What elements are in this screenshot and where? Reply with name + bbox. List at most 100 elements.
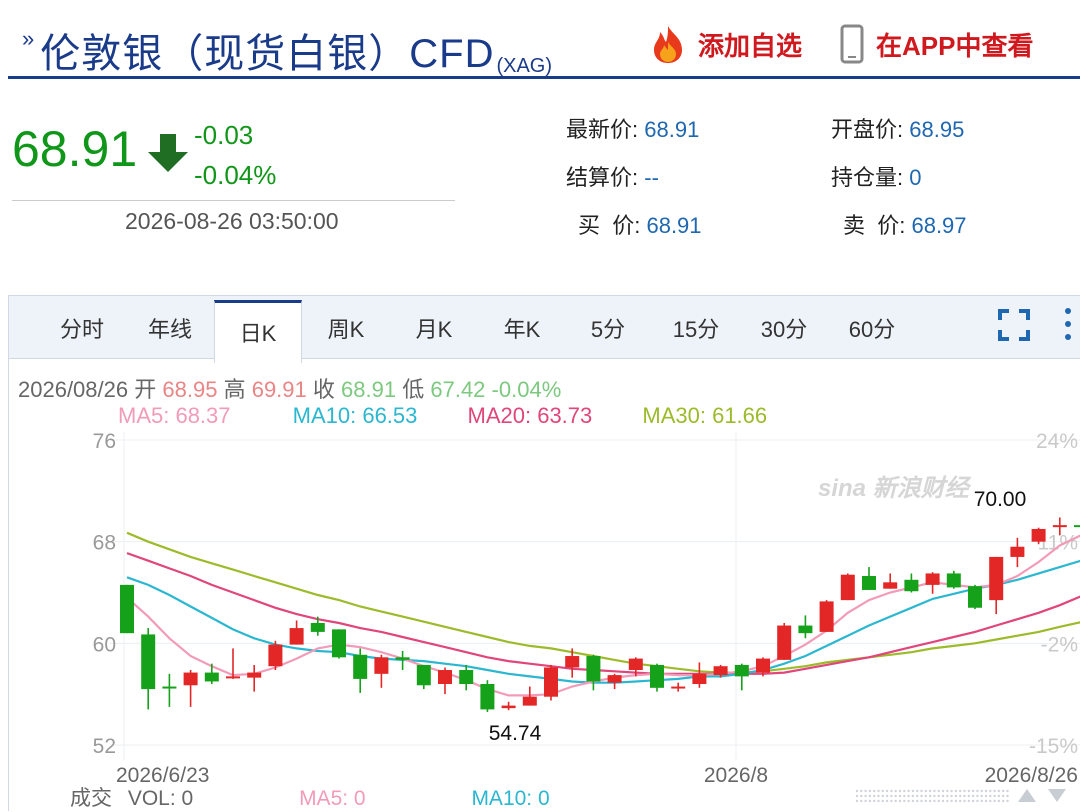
candle	[650, 663, 664, 692]
candle	[1031, 527, 1046, 545]
candle	[925, 572, 940, 594]
period-tabs: 分时 年线 日K 周K 月K 年K 5分 15分 30分 60分	[9, 296, 1080, 363]
x-tick-label: 2026/8/26	[985, 764, 1078, 787]
ohlc-close: 68.91	[341, 377, 397, 402]
y-tick-label: 76	[93, 430, 116, 453]
sina-watermark: sina 新浪财经	[818, 475, 972, 502]
candle	[353, 648, 368, 693]
volume-ma5: MA5: 0	[299, 787, 366, 810]
scroll-down-icon[interactable]	[1046, 786, 1068, 804]
quote-field-open-interest: 持仓量: 0	[831, 165, 922, 190]
double-chevron-icon: »	[22, 26, 35, 51]
quote-field-bid: 买 价: 68.91	[578, 213, 702, 238]
tab-30min[interactable]: 30分	[760, 317, 808, 342]
quote-field-settlement: 结算价: --	[566, 165, 659, 190]
quote-timestamp: 2026-08-26 03:50:00	[125, 208, 339, 234]
price-change: -0.03	[194, 120, 254, 150]
candle	[840, 573, 855, 601]
candle	[544, 664, 558, 701]
candle	[162, 673, 177, 707]
volume-ma10: MA10: 0	[471, 787, 550, 810]
candle	[989, 556, 1004, 615]
candle	[310, 616, 325, 636]
ma30-line	[126, 531, 1080, 674]
candle	[1074, 525, 1080, 528]
candle	[692, 662, 707, 688]
candle	[374, 654, 389, 688]
ma5-legend: MA5: 68.37	[118, 403, 231, 428]
high-annotation: 70.00	[974, 488, 1027, 511]
quote-field-open: 开盘价: 68.95	[831, 117, 965, 142]
candle	[713, 664, 728, 678]
tab-year-line[interactable]: 年线	[147, 317, 192, 342]
x-tick-label: 2026/8	[704, 764, 768, 787]
tab-daily-k[interactable]: 日K	[214, 300, 302, 363]
low-annotation: 54.74	[489, 722, 542, 745]
ma10-line	[126, 559, 1080, 684]
phone-icon	[840, 24, 864, 64]
candle	[734, 663, 749, 691]
tab-yearly-k[interactable]: 年K	[503, 317, 541, 342]
y-tick-label: 52	[93, 735, 116, 758]
last-price: 68.91	[12, 121, 138, 177]
candle	[141, 628, 156, 710]
fullscreen-icon[interactable]	[997, 308, 1031, 342]
candle	[501, 701, 516, 711]
scroll-up-icon[interactable]	[1016, 786, 1038, 804]
scroll-track[interactable]	[854, 788, 1014, 804]
add-watchlist-label: 添加自选	[698, 30, 803, 61]
tab-15min[interactable]: 15分	[672, 317, 720, 342]
candle	[459, 664, 474, 691]
ma10-legend: MA10: 66.53	[292, 403, 418, 428]
arrow-down-icon	[148, 134, 188, 172]
ma-legend: MA5: 68.37 MA10: 66.53 MA20: 63.73 MA30:…	[118, 403, 767, 429]
volume-value: VOL: 0	[127, 787, 194, 810]
candle	[819, 600, 834, 632]
header-divider	[8, 76, 1080, 79]
candle	[798, 615, 813, 639]
candle	[946, 570, 961, 589]
ohlc-high: 69.91	[251, 377, 307, 402]
candle	[522, 686, 537, 706]
candle	[395, 650, 410, 671]
candle	[247, 664, 262, 692]
candle	[671, 682, 686, 692]
y-right-tick-label: 11%	[1038, 532, 1078, 555]
tab-intraday[interactable]: 分时	[59, 317, 104, 342]
tab-5min[interactable]: 5分	[590, 317, 626, 342]
ma30-legend: MA30: 61.66	[642, 403, 768, 428]
tab-monthly-k[interactable]: 月K	[415, 317, 453, 342]
chart-panel	[8, 295, 1080, 811]
candle	[332, 629, 346, 659]
ohlc-low: 67.42	[430, 377, 486, 402]
tab-weekly-k[interactable]: 周K	[327, 317, 365, 342]
candle	[1010, 537, 1025, 568]
view-in-app-button[interactable]: 在APP中查看	[840, 24, 1033, 64]
candle	[226, 648, 240, 679]
candle	[120, 584, 134, 634]
add-watchlist-button[interactable]: 添加自选	[646, 24, 802, 64]
candle	[438, 667, 452, 695]
x-tick-label: 2026/6/23	[116, 764, 209, 787]
y-right-tick-label: -15%	[1029, 735, 1078, 758]
ma5-line	[126, 534, 1080, 697]
more-options-icon[interactable]	[1061, 306, 1075, 342]
quote-field-ask: 卖 价: 68.97	[843, 213, 967, 238]
candle	[183, 670, 198, 707]
candle	[586, 654, 601, 691]
candle	[777, 623, 792, 660]
candle	[1052, 517, 1067, 536]
ohlc-pct: -0.04%	[491, 377, 562, 402]
candle	[862, 567, 876, 590]
watermark-text: sina 新浪财经	[818, 475, 972, 502]
candle	[416, 664, 431, 690]
candle	[628, 657, 643, 677]
candle	[756, 657, 770, 677]
instrument-code: (XAG)	[496, 55, 553, 77]
tab-60min[interactable]: 60分	[848, 317, 896, 342]
volume-label: 成交	[70, 787, 112, 810]
candle	[565, 648, 580, 678]
candle	[968, 584, 982, 610]
y-right-tick-label: -2%	[1041, 633, 1078, 656]
